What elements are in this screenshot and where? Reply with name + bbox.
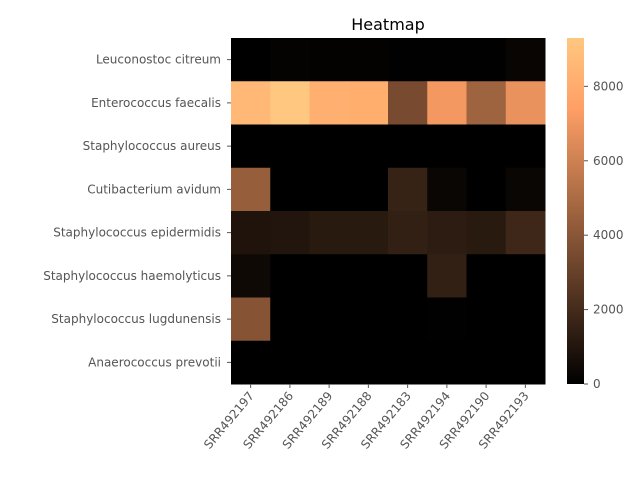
heatmap-cell: [309, 81, 350, 125]
heatmap-cell: [466, 297, 507, 342]
heatmap-cell: [348, 211, 389, 255]
heatmap-cell: [427, 38, 467, 82]
heatmap-cell: [388, 297, 428, 342]
heatmap-cell: [388, 167, 428, 212]
heatmap-cell: [505, 254, 546, 298]
heatmap-cell: [309, 124, 350, 169]
y-axis: Leuconostoc citreum Enterococcus faecalis…: [43, 53, 231, 369]
heatmap-cell: [427, 81, 467, 125]
heatmap-cell: [348, 38, 389, 82]
heatmap-cell: [466, 81, 507, 125]
heatmap-cell: [388, 38, 428, 82]
heatmap-cell: [348, 167, 389, 212]
heatmap-cell: [427, 254, 467, 298]
y-tick-label: Enterococcus faecalis: [91, 96, 221, 110]
heatmap-cell: [270, 211, 310, 255]
heatmap-cell: [348, 124, 389, 169]
colorbar-tick-label: 6000: [593, 154, 624, 168]
heatmap-cell: [270, 340, 310, 385]
heatmap-cell: [270, 124, 310, 169]
x-axis: SRR492197SRR492186SRR492189SRR492188SRR4…: [201, 384, 532, 452]
heatmap-cell: [427, 124, 467, 169]
y-tick-label: Staphylococcus lugdunensis: [51, 312, 221, 326]
heatmap-cell: [231, 297, 271, 342]
heatmap-cell: [388, 81, 428, 125]
heatmap-cell: [231, 167, 271, 212]
colorbar-tick-label: 2000: [593, 303, 624, 317]
heatmap-cell: [309, 167, 350, 212]
heatmap-cell: [231, 254, 271, 298]
y-tick-label: Anaerococcus prevotii: [88, 355, 221, 369]
heatmap-cell: [388, 211, 428, 255]
heatmap-cell: [348, 340, 389, 385]
y-tick-label: Leuconostoc citreum: [96, 53, 221, 67]
heatmap-cell: [231, 340, 271, 385]
heatmap-cell: [466, 124, 507, 169]
heatmap-cell: [505, 167, 546, 212]
heatmap-cell: [231, 38, 271, 82]
y-tick-label: Staphylococcus epidermidis: [53, 226, 221, 240]
heatmap-cell: [427, 340, 467, 385]
heatmap-cell: [466, 340, 507, 385]
heatmap-cell: [505, 340, 546, 385]
heatmap-cell: [270, 38, 310, 82]
heatmap-cell: [309, 38, 350, 82]
heatmap-cell: [466, 167, 507, 212]
heatmap-cell: [505, 81, 546, 125]
heatmap-cell: [466, 211, 507, 255]
heatmap-cell: [270, 297, 310, 342]
colorbar-tick-label: 0: [593, 377, 601, 391]
heatmap-cell: [309, 340, 350, 385]
heatmap-cell: [348, 81, 389, 125]
heatmap-cell: [427, 297, 467, 342]
heatmap-cell: [505, 38, 546, 82]
y-tick-label: Staphylococcus haemolyticus: [43, 269, 221, 283]
y-tick-label: Staphylococcus aureus: [83, 139, 221, 153]
heatmap-cell: [270, 167, 310, 212]
heatmap-cell: [348, 254, 389, 298]
heatmap-cell: [348, 297, 389, 342]
heatmap-cell: [270, 81, 310, 125]
heatmap-cell: [427, 167, 467, 212]
heatmap-cell: [505, 211, 546, 255]
heatmap-cell: [231, 211, 271, 255]
heatmap-cell: [309, 254, 350, 298]
heatmap-cell: [309, 297, 350, 342]
heatmap-cell: [505, 297, 546, 342]
heatmap-cell: [309, 211, 350, 255]
heatmap-cell: [427, 211, 467, 255]
heatmap-cell: [466, 254, 507, 298]
heatmap-cell: [231, 81, 271, 125]
heatmap-cell: [466, 38, 507, 82]
colorbar: 0 2000 4000 6000 8000: [567, 38, 624, 391]
heatmap-cell: [388, 124, 428, 169]
chart-title: Heatmap: [351, 15, 425, 34]
colorbar-tick-label: 4000: [593, 228, 624, 242]
colorbar-gradient: [567, 38, 584, 384]
y-tick-label: Cutibacterium avidum: [87, 182, 221, 196]
colorbar-tick-label: 8000: [593, 79, 624, 93]
heatmap-cell: [388, 340, 428, 385]
heatmap-cell: [270, 254, 310, 298]
heatmap-cell: [505, 124, 546, 169]
heatmap-cells: [231, 38, 546, 385]
heatmap-cell: [388, 254, 428, 298]
heatmap-cell: [231, 124, 271, 169]
